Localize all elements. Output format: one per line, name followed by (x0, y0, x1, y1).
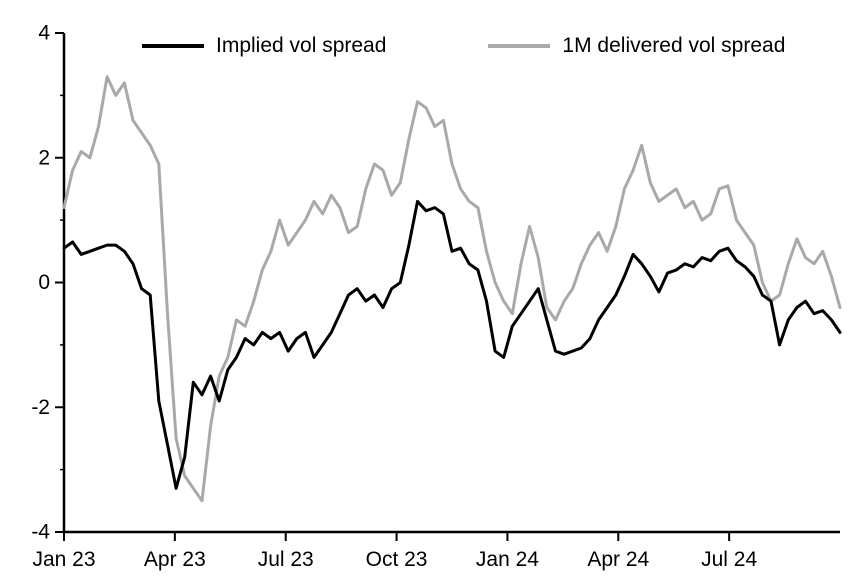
svg-text:Jul 23: Jul 23 (258, 548, 314, 571)
svg-text:-2: -2 (31, 396, 50, 419)
legend-label-implied-vol-spread: Implied vol spread (216, 34, 387, 57)
svg-text:Oct 23: Oct 23 (366, 548, 428, 571)
svg-text:-4: -4 (31, 521, 50, 544)
legend-item-delivered-vol-spread: 1M delivered vol spread (488, 34, 785, 58)
legend-label-delivered-vol-spread: 1M delivered vol spread (562, 34, 786, 57)
svg-text:Jan 24: Jan 24 (476, 548, 539, 571)
svg-text:Apr 24: Apr 24 (587, 548, 649, 571)
svg-text:Jan 23: Jan 23 (32, 548, 95, 571)
implied-vol-line-swatch (142, 44, 204, 48)
svg-text:0: 0 (38, 271, 50, 294)
svg-text:Jul 24: Jul 24 (701, 548, 757, 571)
svg-text:Apr 23: Apr 23 (144, 548, 206, 571)
svg-text:4: 4 (38, 22, 50, 45)
delivered-vol-line-swatch (488, 44, 551, 48)
legend-item-implied-vol-spread: Implied vol spread (142, 34, 386, 58)
legend: Implied vol spread 1M delivered vol spre… (142, 34, 785, 58)
svg-text:2: 2 (38, 146, 50, 169)
